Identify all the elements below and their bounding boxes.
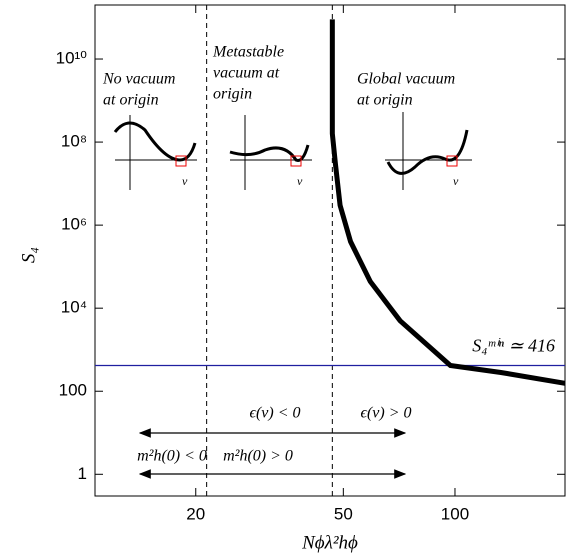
y-tick-label: 10⁶ (61, 215, 87, 234)
region-label: at origin (103, 92, 159, 109)
x-tick-label: 20 (186, 504, 205, 523)
inset-curve (386, 129, 469, 175)
x-tick-label: 50 (334, 504, 353, 523)
arrow-label: m²h(0) < 0 (137, 448, 207, 465)
x-tick-label: 100 (441, 504, 469, 523)
inset-marker (290, 155, 302, 167)
region-label: origin (213, 86, 252, 103)
region-label: No vacuum (102, 71, 175, 88)
inset-label: v (182, 174, 188, 188)
arrow-label: m²h(0) > 0 (223, 448, 293, 465)
y-tick-label: 10⁴ (61, 298, 87, 317)
insets (113, 112, 472, 190)
y-tick-label: 10⁸ (61, 132, 87, 151)
data-line (329, 19, 566, 386)
arrows (138, 428, 407, 479)
arrow-label: ϵ(v) > 0 (361, 405, 412, 422)
arrow-label: ϵ(v) < 0 (250, 405, 301, 422)
inset-curve (113, 121, 197, 162)
region-label: at origin (357, 92, 413, 109)
x-axis-label: Nϕλ²hϕ (301, 532, 358, 553)
region-label: Global vacuum (357, 71, 455, 88)
plot-frame (94, 4, 566, 497)
inset-label: v (453, 174, 459, 188)
region-label: Metastable (212, 44, 284, 61)
y-tick-label: 10¹⁰ (56, 49, 88, 68)
inset-curve (229, 144, 310, 162)
inset-label: v (297, 174, 303, 188)
y-tick-label: 100 (59, 381, 87, 400)
region-label: vacuum at (213, 65, 280, 82)
inset-marker (175, 155, 187, 167)
threshold-label: S₄ᵐⁱⁿ ≃ 416 (472, 336, 555, 356)
y-tick-label: 1 (78, 464, 87, 483)
inset-marker (446, 155, 458, 167)
y-axis-label: S₄ (18, 247, 39, 263)
